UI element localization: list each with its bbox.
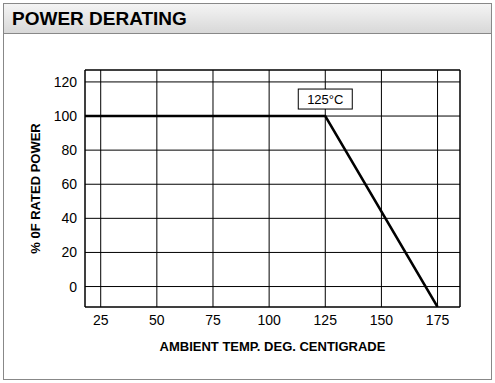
svg-text:0: 0 xyxy=(69,279,77,295)
svg-text:50: 50 xyxy=(149,312,165,328)
svg-text:% 0F RATED POWER: % 0F RATED POWER xyxy=(28,123,43,254)
svg-text:125: 125 xyxy=(314,312,338,328)
svg-text:80: 80 xyxy=(61,142,77,158)
svg-text:150: 150 xyxy=(370,312,394,328)
svg-text:100: 100 xyxy=(54,108,78,124)
svg-text:125°C: 125°C xyxy=(307,92,343,107)
svg-text:75: 75 xyxy=(205,312,221,328)
svg-text:100: 100 xyxy=(257,312,281,328)
svg-text:175: 175 xyxy=(426,312,450,328)
svg-text:25: 25 xyxy=(93,312,109,328)
svg-text:AMBIENT TEMP. DEG. CENTIGRADE: AMBIENT TEMP. DEG. CENTIGRADE xyxy=(160,339,386,354)
html-text:POWER DERATING: POWER DERATING xyxy=(12,8,187,29)
svg-text:40: 40 xyxy=(61,210,77,226)
svg-text:120: 120 xyxy=(54,74,78,90)
svg-text:20: 20 xyxy=(61,244,77,260)
svg-text:60: 60 xyxy=(61,176,77,192)
